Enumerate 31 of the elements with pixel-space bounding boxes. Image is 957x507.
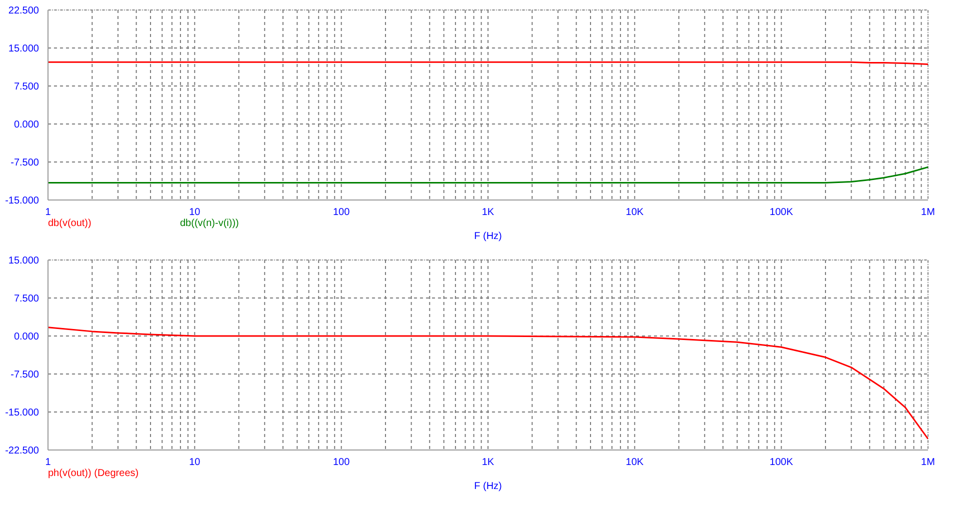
y-tick-label: -15.000 bbox=[5, 196, 40, 207]
x-tick-label: 10 bbox=[189, 207, 201, 218]
text: db((v(n)-v(i))) bbox=[180, 218, 239, 229]
x-tick-label: 1M bbox=[921, 207, 935, 218]
x-axis-title: F (Hz) bbox=[473, 481, 503, 492]
x-tick-label: 1K bbox=[482, 207, 494, 218]
x-tick-label: 1M bbox=[921, 457, 935, 468]
y-tick-label: 7.500 bbox=[14, 294, 40, 305]
x-axis-title: F (Hz) bbox=[473, 231, 503, 242]
x-tick-label: 10 bbox=[189, 457, 201, 468]
x-tick-label: 1K bbox=[482, 457, 494, 468]
y-tick-label: 22.500 bbox=[8, 6, 40, 17]
y-tick-label: -7.500 bbox=[10, 158, 40, 169]
x-tick-label: 100K bbox=[770, 457, 794, 468]
x-tick-label: 1 bbox=[45, 207, 52, 218]
x-tick-label: 10K bbox=[626, 457, 644, 468]
y-tick-label: -7.500 bbox=[10, 370, 40, 381]
x-tick-label: 10K bbox=[626, 207, 644, 218]
x-tick-label: 100 bbox=[332, 207, 350, 218]
x-tick-label: 1 bbox=[45, 457, 52, 468]
text: ph(v(out)) (Degrees) bbox=[48, 468, 139, 479]
y-tick-label: 15.000 bbox=[8, 256, 40, 267]
y-tick-label: 15.000 bbox=[8, 44, 40, 55]
y-tick-label: -15.000 bbox=[5, 408, 40, 419]
text: db(v(out)) bbox=[48, 218, 92, 229]
y-tick-label: -22.500 bbox=[5, 446, 40, 457]
y-tick-label: 0.000 bbox=[14, 120, 40, 131]
y-tick-label: 7.500 bbox=[14, 82, 40, 93]
x-tick-label: 100K bbox=[770, 207, 794, 218]
y-tick-label: 0.000 bbox=[14, 332, 40, 343]
x-tick-label: 100 bbox=[332, 457, 350, 468]
